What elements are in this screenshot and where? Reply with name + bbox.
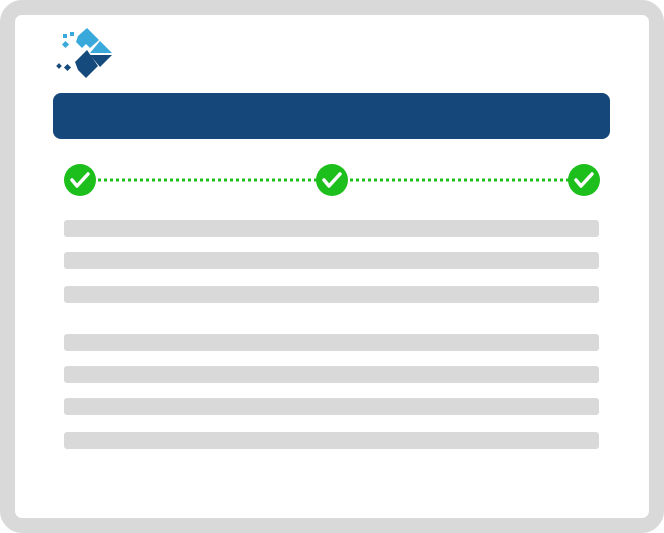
placeholder-line	[64, 366, 599, 383]
progress-stepper	[64, 164, 600, 196]
placeholder-line	[64, 220, 599, 237]
header-bar	[53, 93, 610, 139]
placeholder-line	[64, 398, 599, 415]
check-icon	[322, 172, 342, 188]
check-icon	[574, 172, 594, 188]
logo	[56, 28, 112, 78]
placeholder-line	[64, 334, 599, 351]
step-1-complete	[64, 164, 96, 196]
placeholder-line	[64, 252, 599, 269]
step-3-complete	[568, 164, 600, 196]
check-icon	[70, 172, 90, 188]
step-2-complete	[316, 164, 348, 196]
placeholder-line	[64, 286, 599, 303]
placeholder-line	[64, 432, 599, 449]
